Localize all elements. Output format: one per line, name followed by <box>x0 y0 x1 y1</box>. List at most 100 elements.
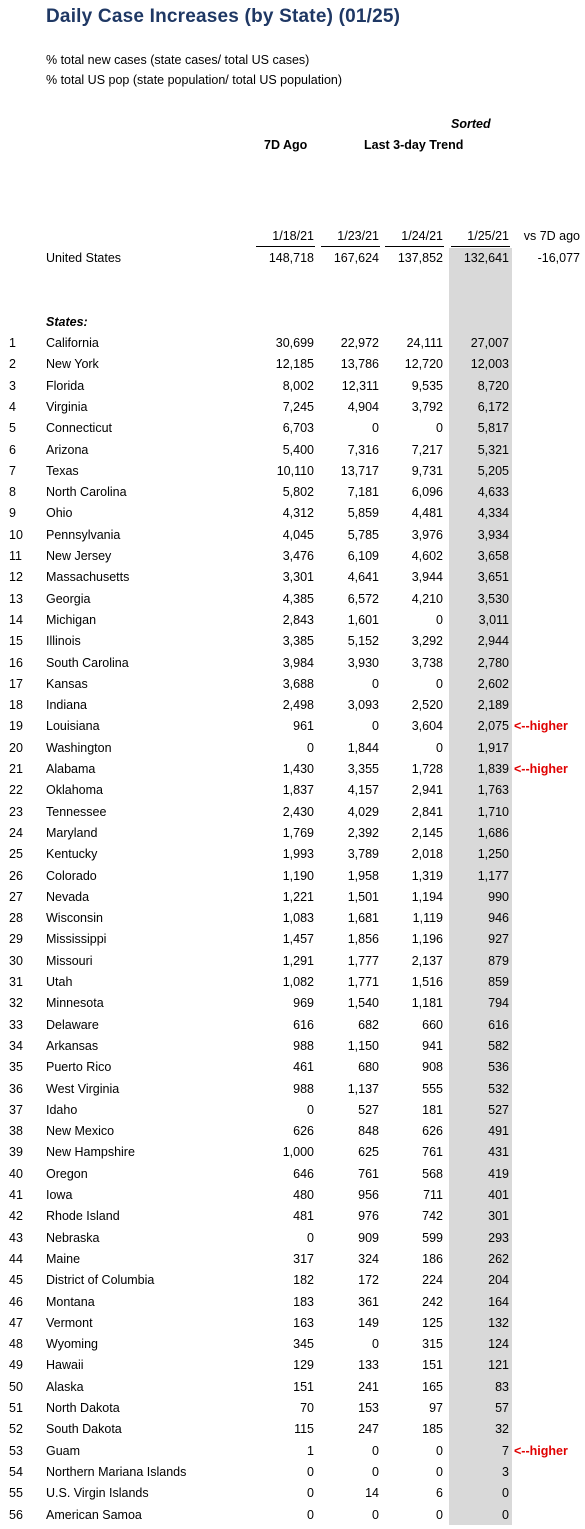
row-value-2: 13,786 <box>340 357 379 372</box>
row-value-3: 9,535 <box>411 378 443 393</box>
row-rank: 48 <box>9 1337 23 1352</box>
row-value-3: 626 <box>422 1124 443 1139</box>
row-rank: 28 <box>9 911 23 926</box>
row-rank: 52 <box>9 1422 23 1437</box>
row-state-name: Rhode Island <box>46 1209 120 1224</box>
row-value-1: 988 <box>293 1081 314 1096</box>
row-state-name: New Mexico <box>46 1124 115 1139</box>
row-rank: 37 <box>9 1102 23 1117</box>
row-rank: 6 <box>9 442 16 457</box>
row-state-name: Massachusetts <box>46 570 130 585</box>
table-row: 50 Alaska 151 241 165 83 <box>0 1380 585 1401</box>
row-value-2: 1,771 <box>347 975 379 989</box>
table-row: 8 North Carolina 5,802 7,181 6,096 4,633 <box>0 485 585 506</box>
row-value-3: 711 <box>423 1188 443 1202</box>
row-value-2: 3,355 <box>347 762 379 776</box>
row-rank: 45 <box>9 1273 23 1288</box>
row-flag: <--higher <box>514 719 568 734</box>
row-value-2: 1,137 <box>347 1081 379 1096</box>
row-value-3: 2,941 <box>411 783 443 798</box>
row-value-4: 124 <box>488 1337 509 1352</box>
row-value-3: 2,018 <box>411 847 443 862</box>
row-value-2: 1,540 <box>347 996 379 1011</box>
row-value-2: 324 <box>358 1251 379 1266</box>
row-rank: 4 <box>9 399 16 414</box>
row-value-1: 0 <box>307 1102 314 1117</box>
row-value-3: 6 <box>436 1486 443 1501</box>
row-value-1: 1,221 <box>282 889 314 904</box>
row-rank: 9 <box>9 506 16 521</box>
row-value-2: 625 <box>358 1145 379 1160</box>
row-state-name: Montana <box>46 1294 95 1309</box>
row-value-2: 0 <box>372 1337 379 1352</box>
table-row: 43 Nebraska 0 909 599 293 <box>0 1231 585 1252</box>
row-value-3: 0 <box>436 421 443 436</box>
row-value-2: 4,641 <box>347 570 379 585</box>
row-rank: 47 <box>9 1315 23 1330</box>
table-row: 33 Delaware 616 682 660 616 <box>0 1018 585 1039</box>
us-value-2: 167,624 <box>333 251 379 265</box>
header-underline-2 <box>321 246 380 247</box>
row-value-4: 3,530 <box>477 591 509 606</box>
seven-days-ago-header: 7D Ago <box>264 138 308 152</box>
row-value-2: 241 <box>358 1379 379 1394</box>
row-value-4: 293 <box>488 1230 509 1245</box>
table-row: 49 Hawaii 129 133 151 121 <box>0 1358 585 1379</box>
table-row: 18 Indiana 2,498 3,093 2,520 2,189 <box>0 698 585 719</box>
row-state-name: Florida <box>46 378 85 393</box>
table-row: 36 West Virginia 988 1,137 555 532 <box>0 1082 585 1103</box>
row-value-1: 0 <box>307 1464 314 1479</box>
row-rank: 54 <box>9 1464 23 1479</box>
row-state-name: Hawaii <box>46 1358 84 1373</box>
row-value-3: 9,731 <box>411 463 443 478</box>
row-value-3: 660 <box>422 1017 443 1032</box>
table-row: 6 Arizona 5,400 7,316 7,217 5,321 <box>0 443 585 464</box>
row-value-4: 2,189 <box>477 698 509 713</box>
row-rank: 29 <box>9 932 23 947</box>
row-value-4: 859 <box>488 975 509 989</box>
row-value-2: 527 <box>358 1102 379 1117</box>
row-value-3: 4,481 <box>411 506 443 521</box>
row-value-3: 908 <box>422 1060 443 1075</box>
us-value-3: 137,852 <box>397 251 443 265</box>
vs-7d-header: vs 7D ago <box>523 229 580 243</box>
row-value-2: 14 <box>365 1486 379 1501</box>
row-value-1: 2,498 <box>282 698 314 713</box>
row-value-4: 616 <box>488 1017 509 1032</box>
row-rank: 27 <box>9 889 23 904</box>
row-rank: 39 <box>9 1145 23 1160</box>
table-row: 32 Minnesota 969 1,540 1,181 794 <box>0 996 585 1017</box>
row-value-1: 1,083 <box>282 911 314 926</box>
row-value-2: 0 <box>372 421 379 436</box>
row-value-4: 4,334 <box>477 506 509 521</box>
row-value-4: 1,710 <box>477 804 509 819</box>
row-value-1: 1,291 <box>282 953 314 968</box>
table-row: 7 Texas 10,110 13,717 9,731 5,205 <box>0 464 585 485</box>
row-state-name: Georgia <box>46 591 91 606</box>
row-value-4: 32 <box>495 1422 509 1437</box>
row-value-4: 204 <box>488 1273 509 1288</box>
row-value-3: 2,841 <box>411 804 443 819</box>
row-rank: 26 <box>9 868 23 883</box>
row-value-4: 990 <box>488 889 509 904</box>
row-value-1: 461 <box>293 1060 314 1075</box>
row-rank: 1 <box>9 336 16 350</box>
row-value-2: 956 <box>358 1188 379 1202</box>
row-value-3: 125 <box>422 1315 443 1330</box>
table-row: 9 Ohio 4,312 5,859 4,481 4,334 <box>0 506 585 527</box>
row-rank: 42 <box>9 1209 23 1224</box>
row-value-1: 646 <box>293 1166 314 1181</box>
row-state-name: Ohio <box>46 506 73 521</box>
table-row: 28 Wisconsin 1,083 1,681 1,119 946 <box>0 911 585 932</box>
date-header-1: 1/18/21 <box>272 229 314 243</box>
row-value-4: 532 <box>488 1081 509 1096</box>
row-state-name: Michigan <box>46 612 97 627</box>
row-state-name: Oklahoma <box>46 783 103 798</box>
row-rank: 33 <box>9 1017 23 1032</box>
row-value-1: 969 <box>293 996 314 1011</box>
row-value-2: 149 <box>358 1315 379 1330</box>
row-value-1: 151 <box>293 1379 314 1394</box>
row-value-3: 0 <box>436 676 443 691</box>
row-state-name: Delaware <box>46 1017 99 1032</box>
row-value-4: 536 <box>488 1060 509 1075</box>
